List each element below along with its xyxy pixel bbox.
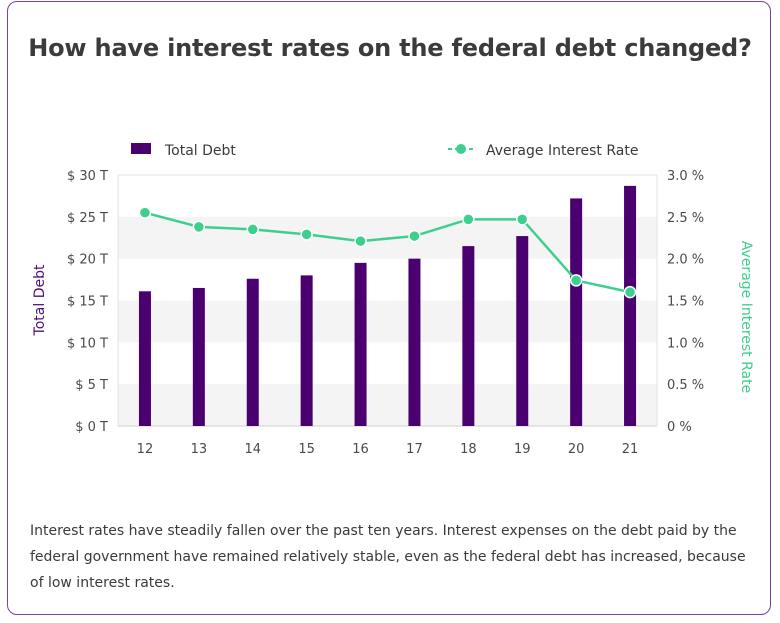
right-tick-label: 1.0 % [667, 336, 704, 351]
x-tick-label: 14 [244, 442, 261, 457]
left-axis-ticks: $ 0 T $ 5 T $ 10 T $ 15 T $ 20 T $ 25 T $ 30 T [67, 169, 108, 435]
right-tick-label: 0 % [667, 420, 692, 435]
chart-description: Interest rates have steadily fallen over… [30, 523, 746, 591]
grid-band [118, 384, 657, 426]
right-tick-label: 1.5 % [667, 295, 704, 310]
point-interest-rate-20[interactable] [569, 274, 583, 287]
legend-label-total-debt: Total Debt [164, 143, 236, 159]
legend-swatch-total-debt [131, 143, 151, 154]
right-axis-ticks: 0 % 0.5 % 1.0 % 1.5 % 2.0 % 2.5 % 3.0 % [667, 169, 704, 435]
x-tick-label: 17 [406, 442, 423, 457]
x-tick-label: 16 [352, 442, 369, 457]
point-interest-rate-12[interactable] [138, 206, 152, 219]
left-tick-label: $ 10 T [67, 336, 108, 351]
left-tick-label: $ 25 T [67, 211, 108, 226]
right-tick-label: 3.0 % [667, 169, 704, 184]
interest-rate-line [138, 206, 637, 299]
x-tick-label: 21 [622, 442, 639, 457]
right-axis-label: Average Interest Rate [738, 241, 754, 393]
bar-total-debt-15[interactable] [300, 275, 313, 426]
point-interest-rate-18[interactable] [462, 213, 475, 226]
point-interest-rate-13[interactable] [192, 220, 206, 234]
background-bands [117, 174, 658, 427]
point-interest-rate-21[interactable] [623, 285, 637, 299]
left-tick-label: $ 15 T [67, 295, 108, 310]
left-tick-label: $ 20 T [67, 253, 108, 268]
bar-total-debt-19[interactable] [516, 236, 529, 426]
right-tick-label: 2.5 % [667, 211, 704, 226]
debt-bars [138, 185, 637, 426]
bar-total-debt-12[interactable] [138, 291, 151, 426]
legend-label-interest-rate: Average Interest Rate [486, 143, 638, 159]
point-interest-rate-14[interactable] [246, 223, 259, 236]
right-tick-label: 0.5 % [667, 378, 704, 393]
x-tick-label: 20 [568, 442, 585, 457]
bar-total-debt-21[interactable] [624, 185, 637, 426]
grid-band [118, 300, 657, 343]
legend-swatch-interest-rate-dot [456, 144, 466, 154]
bar-total-debt-20[interactable] [570, 198, 583, 426]
left-axis-label: Total Debt [32, 264, 48, 336]
x-tick-label: 13 [191, 442, 208, 457]
point-interest-rate-19[interactable] [516, 213, 529, 226]
left-tick-label: $ 0 T [75, 420, 108, 435]
bar-total-debt-14[interactable] [246, 278, 259, 426]
bar-total-debt-16[interactable] [354, 262, 367, 426]
bar-total-debt-13[interactable] [192, 287, 205, 426]
chart-title: How have interest rates on the federal d… [28, 34, 752, 62]
interest-rate-polyline [144, 211, 631, 294]
x-tick-label: 15 [298, 442, 315, 457]
x-axis-ticks: 12 13 14 15 16 17 18 19 20 21 [137, 442, 639, 457]
point-interest-rate-16[interactable] [354, 234, 367, 248]
left-tick-label: $ 5 T [75, 378, 108, 393]
x-tick-label: 12 [137, 442, 154, 457]
point-interest-rate-17[interactable] [408, 229, 421, 243]
legend[interactable]: Total Debt Average Interest Rate [131, 143, 638, 159]
left-tick-label: $ 30 T [67, 169, 108, 184]
bar-total-debt-17[interactable] [408, 258, 421, 426]
right-tick-label: 2.0 % [667, 253, 704, 268]
x-tick-label: 18 [460, 442, 477, 457]
point-interest-rate-15[interactable] [300, 228, 313, 241]
x-tick-label: 19 [514, 442, 531, 457]
bar-total-debt-18[interactable] [462, 246, 475, 426]
